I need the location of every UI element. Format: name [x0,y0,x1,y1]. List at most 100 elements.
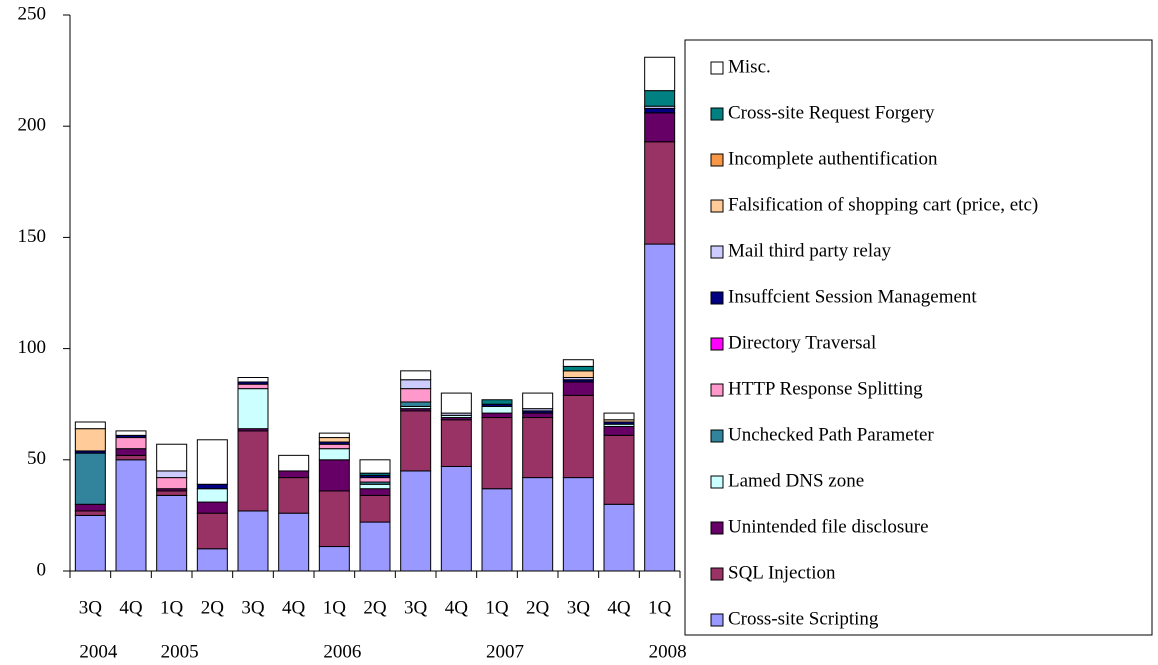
x-tick-label: 4Q [607,597,631,618]
bar-segment [522,412,554,419]
bar-segment [562,370,594,379]
bar-segment [196,488,228,503]
bar-segment [318,432,350,439]
legend-swatch [710,61,724,75]
bar-segment [278,512,310,572]
x-tick-label: 1Q [323,597,347,618]
bar-segment [440,419,472,467]
bar-segment [400,410,432,472]
bar-segment [562,381,594,396]
legend-swatch [710,475,724,489]
x-tick-label: 1Q [648,597,672,618]
x-tick-label: 2Q [363,597,387,618]
legend-swatch [710,199,724,213]
legend-label: HTTP Response Splitting [728,378,923,399]
bar-segment [603,503,635,572]
bar-segment [481,417,513,490]
year-label: 2005 [161,641,199,662]
year-label: 2006 [323,641,361,662]
year-label: 2007 [486,641,524,662]
bar-segment [400,388,432,403]
bar-segment [481,399,513,405]
x-tick-label: 2Q [201,597,225,618]
legend-label: Unchecked Path Parameter [728,424,934,445]
x-tick-label: 3Q [241,597,265,618]
bar-segment [237,430,269,512]
year-label: 2004 [79,641,118,662]
bar-segment [156,490,188,496]
legend-swatch [710,245,724,259]
legend-swatch [710,429,724,443]
bar-segment [440,392,472,414]
legend-label: SQL Injection [728,562,836,583]
bar-segment [400,379,432,390]
bar-segment [400,401,432,407]
bar-segment [644,243,676,572]
legend-label: Directory Traversal [728,332,876,353]
legend-label: Cross-site Scripting [728,608,879,629]
bar-segment [603,434,635,505]
bar-segment [562,359,594,367]
legend-box [684,39,1153,636]
bar-segment [522,417,554,479]
bar-segment [156,443,188,472]
bar-segment [522,392,554,410]
x-tick-label: 3Q [404,597,428,618]
bar-segment [115,448,147,456]
bar-segment [440,465,472,572]
legend-swatch [710,613,724,627]
bar-segment [74,421,106,430]
bar-segment [644,141,676,245]
bar-segment [522,477,554,572]
legend-label: Unintended file disclosure [728,516,929,537]
bar-segment [196,483,228,490]
year-label: 2008 [649,641,687,662]
bar-segment [318,459,350,492]
bar-segment [400,470,432,572]
bar-segment [359,488,391,496]
legend-swatch [710,383,724,397]
x-tick-label: 1Q [485,597,509,618]
x-tick-label: 4Q [282,597,306,618]
y-tick-label: 200 [18,115,47,136]
legend-label: Falsification of shopping cart (price, e… [728,194,1038,215]
bar-segment [318,443,350,450]
bar-segment [196,501,228,514]
bar-segment [481,405,513,414]
bar-segment [359,477,391,483]
bar-segment [74,510,106,516]
bar-segment [156,494,188,572]
bar-segment [359,459,391,474]
bar-segment [562,394,594,479]
bar-segment [318,546,350,572]
legend-swatch [710,291,724,305]
x-tick-label: 4Q [119,597,143,618]
bar-segment [318,490,350,548]
bar-segment [278,470,310,479]
bar-segment [359,521,391,572]
bar-segment [644,112,676,143]
bar-segment [115,430,147,436]
bar-segment [196,548,228,572]
legend-label: Insuffcient Session Management [728,286,977,307]
legend-swatch [710,337,724,351]
legend-swatch [710,153,724,167]
bar-segment [115,459,147,572]
bar-segment [400,370,432,381]
legend-swatch [710,521,724,535]
bar-segment [196,512,228,550]
x-tick-label: 3Q [79,597,103,618]
y-tick-label: 250 [18,3,47,24]
bar-segment [644,56,676,92]
x-tick-label: 4Q [445,597,469,618]
bar-segment [237,383,269,390]
bar-segment [74,452,106,505]
bar-segment [562,477,594,572]
bar-segment [644,90,676,107]
bar-segment [644,107,676,114]
y-tick-label: 0 [37,559,47,580]
bar-segment [603,425,635,436]
legend-label: Cross-site Request Forgery [728,102,935,123]
x-tick-label: 1Q [160,597,184,618]
legend-label: Misc. [728,56,771,77]
